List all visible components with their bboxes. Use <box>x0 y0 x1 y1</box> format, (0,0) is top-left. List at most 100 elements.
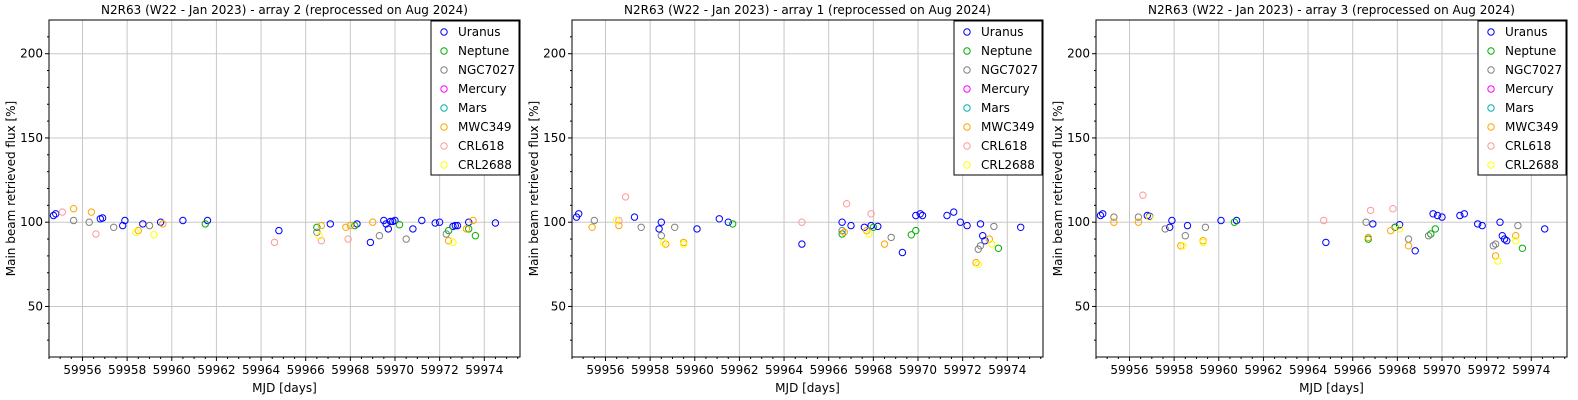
legend-marker <box>1487 85 1495 93</box>
x-tick-label: 59974 <box>465 363 503 377</box>
data-point <box>1404 242 1413 250</box>
legend-label: CRL2688 <box>458 158 512 172</box>
legend-marker <box>440 28 448 36</box>
data-point <box>391 216 399 225</box>
legend-marker <box>1487 142 1495 150</box>
data-point <box>1322 238 1330 247</box>
data-point <box>1503 237 1511 245</box>
data-point <box>353 220 361 228</box>
data-point <box>575 210 583 218</box>
data-point <box>326 220 334 228</box>
x-tick-label: 59964 <box>1289 363 1327 377</box>
y-tick-label: 150 <box>1067 131 1090 145</box>
data-point <box>1478 221 1486 230</box>
data-point <box>974 260 982 268</box>
data-point <box>1512 237 1520 245</box>
x-tick-label: 59970 <box>1423 363 1461 377</box>
legend-marker <box>963 28 971 36</box>
data-point <box>916 210 924 218</box>
data-point <box>1512 232 1520 240</box>
legend-box <box>953 20 1043 176</box>
x-tick-label: 59966 <box>1334 363 1372 377</box>
data-point <box>451 221 459 230</box>
data-point <box>382 220 390 228</box>
legend-label: Mercury <box>1505 82 1554 96</box>
legend-marker <box>963 104 971 112</box>
data-point <box>943 211 951 220</box>
data-point <box>69 205 78 213</box>
data-point <box>679 240 688 248</box>
y-tick-label: 100 <box>20 215 43 229</box>
data-point <box>657 218 665 226</box>
data-point <box>621 193 630 201</box>
data-point <box>313 223 321 232</box>
data-point <box>1134 213 1143 221</box>
data-point <box>880 240 889 248</box>
data-point <box>869 223 878 232</box>
legend-label: CRL2688 <box>981 158 1035 172</box>
y-tick-label: 150 <box>20 131 43 145</box>
data-point <box>671 223 679 232</box>
data-point <box>270 238 279 247</box>
x-tick-label: 59958 <box>108 363 146 377</box>
chart-title: N2R63 (W22 - Jan 2023) - array 1 (reproc… <box>624 3 991 17</box>
x-tick-label: 59974 <box>988 363 1026 377</box>
data-point <box>1395 225 1404 233</box>
y-tick-label: 200 <box>20 47 43 61</box>
data-point <box>179 216 187 225</box>
data-point <box>1424 232 1433 240</box>
y-axis-label: Main beam retrieved flux [%] <box>1051 101 1065 277</box>
legend-label: CRL618 <box>981 139 1027 153</box>
data-point <box>1183 221 1192 230</box>
legend-label: Mars <box>1505 101 1534 115</box>
data-point <box>637 223 645 232</box>
legend-label: CRL2688 <box>1505 158 1559 172</box>
data-point <box>444 237 453 245</box>
data-point <box>994 244 1003 253</box>
legend-marker <box>1487 28 1495 36</box>
data-point <box>630 213 639 221</box>
data-point <box>386 217 395 226</box>
data-point <box>275 226 283 235</box>
data-point <box>87 208 96 216</box>
data-point <box>1369 220 1377 228</box>
legend-marker <box>440 85 448 93</box>
data-point <box>1496 218 1504 226</box>
data-point <box>150 231 158 239</box>
data-point <box>402 235 410 243</box>
data-point <box>134 226 143 235</box>
legend-marker <box>963 47 971 55</box>
x-tick-label: 59962 <box>720 363 758 377</box>
data-point <box>1320 216 1328 225</box>
data-point <box>988 240 996 248</box>
legend-label: Mars <box>458 101 487 115</box>
data-point <box>724 218 732 226</box>
data-point <box>1364 233 1373 242</box>
data-point <box>1460 210 1469 218</box>
data-point <box>317 237 325 245</box>
data-point <box>471 232 480 240</box>
x-tick-label: 59972 <box>944 363 982 377</box>
data-point <box>1518 244 1527 253</box>
data-point <box>69 216 78 225</box>
plot-frame <box>1095 19 1568 358</box>
data-point <box>1139 191 1147 199</box>
series-uranus <box>572 208 1025 257</box>
y-tick-label: 100 <box>1067 215 1090 229</box>
y-axis-label: Main beam retrieved flux [%] <box>527 101 541 277</box>
data-point <box>159 220 167 228</box>
data-point <box>145 221 154 230</box>
series-uranus <box>49 210 500 247</box>
data-point <box>431 219 439 227</box>
x-tick-label: 59974 <box>1512 363 1550 377</box>
legend-label: Neptune <box>981 44 1032 58</box>
legend-label: MWC349 <box>981 120 1035 134</box>
series-crl618 <box>1139 191 1397 225</box>
data-point <box>1201 223 1210 232</box>
data-point <box>798 218 806 226</box>
data-point <box>1491 240 1500 248</box>
legend-marker <box>1487 123 1495 131</box>
data-point <box>874 222 882 231</box>
data-point <box>588 223 596 232</box>
